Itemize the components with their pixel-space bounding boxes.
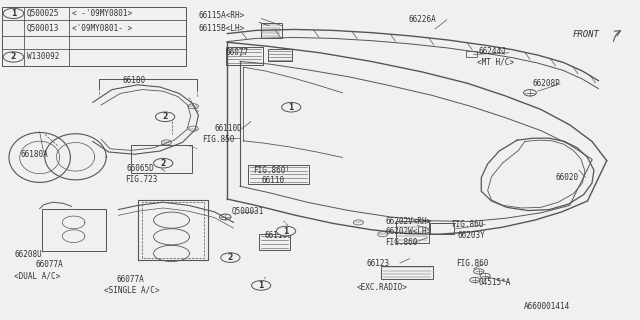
Text: 2: 2 <box>11 52 16 61</box>
Text: <MT H/C>: <MT H/C> <box>477 58 514 67</box>
Text: <DUAL A/C>: <DUAL A/C> <box>14 271 60 280</box>
Circle shape <box>221 253 240 262</box>
Text: FIG.860: FIG.860 <box>456 260 488 268</box>
Text: FIG.723: FIG.723 <box>125 175 157 184</box>
Text: 66110: 66110 <box>261 176 284 185</box>
Text: 66202V<RH>: 66202V<RH> <box>385 217 431 226</box>
Text: 66110C: 66110C <box>264 231 292 240</box>
Text: 66180: 66180 <box>123 76 146 85</box>
Text: FIG.850: FIG.850 <box>202 135 235 144</box>
Text: 66226A: 66226A <box>408 15 436 24</box>
Text: 04515*A: 04515*A <box>479 278 511 287</box>
Bar <box>381 266 433 279</box>
Text: <'09MY0801- >: <'09MY0801- > <box>72 24 132 33</box>
Bar <box>226 47 263 65</box>
Circle shape <box>3 8 24 19</box>
Text: FIG.860: FIG.860 <box>451 220 484 229</box>
Text: <SINGLE A/C>: <SINGLE A/C> <box>104 285 159 294</box>
Text: 66077A: 66077A <box>116 275 144 284</box>
Bar <box>268 49 292 61</box>
Bar <box>248 165 309 184</box>
Text: 66077: 66077 <box>226 48 249 57</box>
Text: < -'09MY0801>: < -'09MY0801> <box>72 9 132 18</box>
Text: 66115A<RH>: 66115A<RH> <box>198 11 244 20</box>
Text: 66065D: 66065D <box>127 164 154 173</box>
Text: 66123: 66123 <box>366 259 389 268</box>
Text: 66208U: 66208U <box>14 250 42 259</box>
Text: 2: 2 <box>161 159 166 168</box>
Circle shape <box>3 52 24 62</box>
Text: 66110D: 66110D <box>214 124 242 133</box>
Text: 2: 2 <box>228 253 233 262</box>
Text: 1: 1 <box>259 281 264 290</box>
Text: <EXC.RADIO>: <EXC.RADIO> <box>357 283 408 292</box>
Bar <box>466 51 477 57</box>
Text: 1: 1 <box>11 9 16 18</box>
Bar <box>2 7 186 66</box>
Text: 1: 1 <box>284 227 289 236</box>
Text: 66203Y: 66203Y <box>458 231 485 240</box>
Circle shape <box>154 158 173 168</box>
Text: 1: 1 <box>289 103 294 112</box>
Text: FRONT: FRONT <box>573 30 600 39</box>
Bar <box>131 145 192 173</box>
Bar <box>261 23 282 38</box>
Text: Q500025: Q500025 <box>27 9 60 18</box>
Text: 66115B<LH>: 66115B<LH> <box>198 24 244 33</box>
Text: Q500013: Q500013 <box>27 24 60 33</box>
Bar <box>259 234 290 250</box>
Text: Q500031: Q500031 <box>232 207 264 216</box>
Circle shape <box>252 281 271 290</box>
Circle shape <box>276 226 296 236</box>
Text: 66020: 66020 <box>556 173 579 182</box>
Text: 66202W<LH>: 66202W<LH> <box>385 228 431 236</box>
Text: 2: 2 <box>163 112 168 121</box>
Text: 66180A: 66180A <box>20 150 48 159</box>
Text: FIG.860: FIG.860 <box>385 238 418 247</box>
Circle shape <box>282 102 301 112</box>
Text: A660001414: A660001414 <box>524 302 570 311</box>
Text: 66077A: 66077A <box>35 260 63 269</box>
Text: W130092: W130092 <box>27 52 60 61</box>
Bar <box>396 221 429 243</box>
Text: FIG.860: FIG.860 <box>253 166 285 175</box>
Text: 66244J: 66244J <box>479 47 506 56</box>
Text: 66208P: 66208P <box>532 79 560 88</box>
Bar <box>430 223 454 234</box>
Circle shape <box>156 112 175 122</box>
